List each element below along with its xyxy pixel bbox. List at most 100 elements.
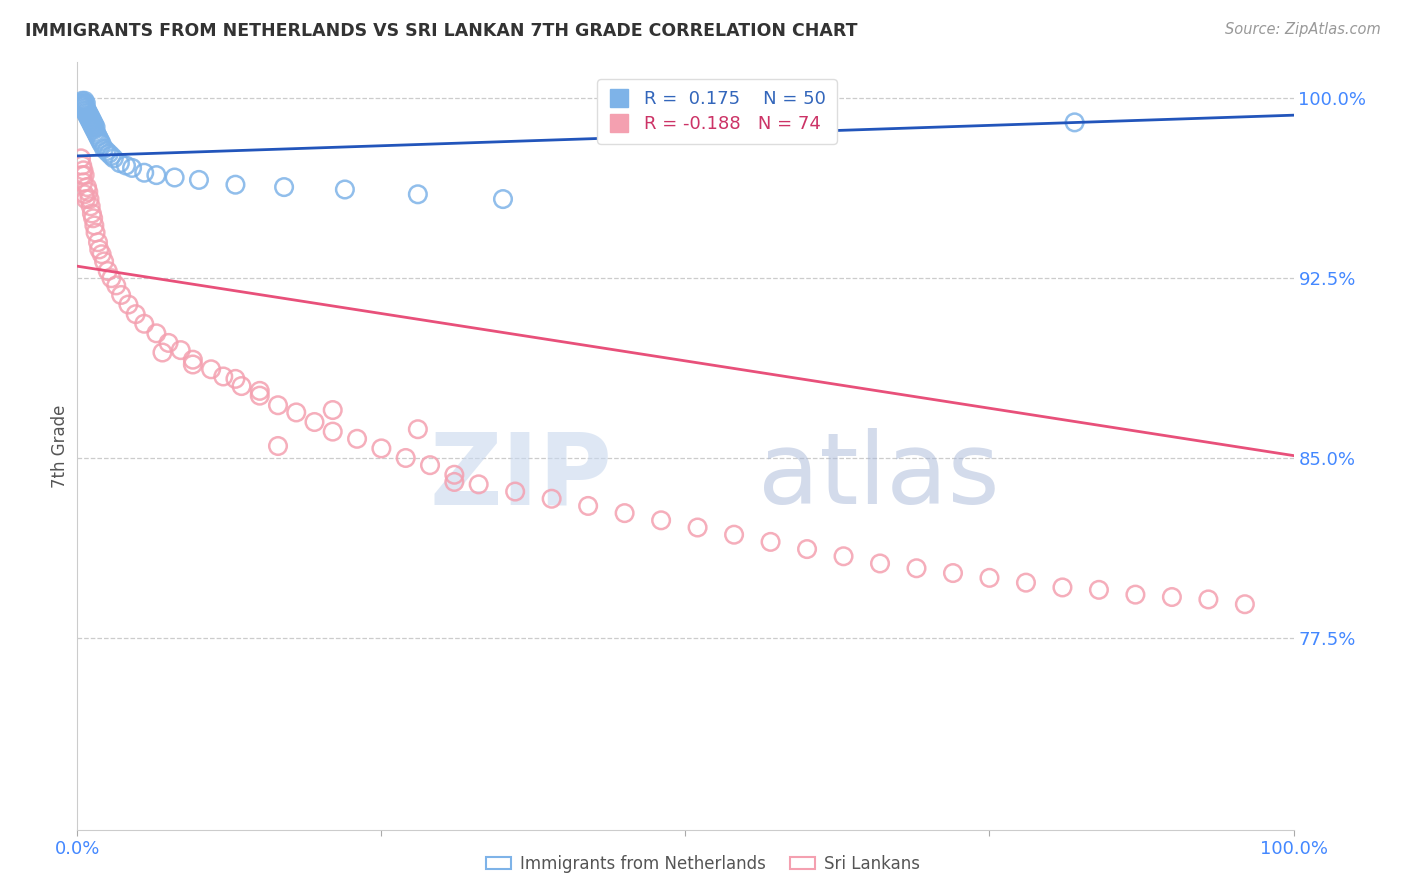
Point xyxy=(576,499,599,513)
Point xyxy=(80,112,103,127)
Point xyxy=(70,159,93,173)
Point xyxy=(80,111,103,125)
Point xyxy=(759,534,782,549)
Point xyxy=(83,118,105,132)
Point xyxy=(231,379,253,393)
Point xyxy=(905,561,928,575)
Point xyxy=(87,129,110,144)
Point xyxy=(419,458,441,472)
Point xyxy=(82,120,104,135)
Point xyxy=(832,549,855,564)
Point xyxy=(613,506,636,520)
Text: IMMIGRANTS FROM NETHERLANDS VS SRI LANKAN 7TH GRADE CORRELATION CHART: IMMIGRANTS FROM NETHERLANDS VS SRI LANKA… xyxy=(25,22,858,40)
Point xyxy=(723,527,745,541)
Point xyxy=(322,425,344,439)
Point xyxy=(90,136,112,151)
Point xyxy=(370,442,392,456)
Point xyxy=(73,187,96,202)
Point xyxy=(1063,115,1085,129)
Point xyxy=(79,192,101,206)
Point xyxy=(249,389,271,403)
Point xyxy=(267,439,290,453)
Point xyxy=(90,247,112,261)
Point xyxy=(503,484,526,499)
Point xyxy=(333,182,356,196)
Y-axis label: 7th Grade: 7th Grade xyxy=(51,404,69,488)
Point xyxy=(406,422,429,436)
Point xyxy=(121,161,143,175)
Point xyxy=(75,105,97,120)
Point xyxy=(267,398,290,412)
Point xyxy=(304,415,326,429)
Point xyxy=(170,343,193,357)
Point xyxy=(181,352,204,367)
Point xyxy=(249,384,271,398)
Point xyxy=(540,491,562,506)
Point xyxy=(89,243,111,257)
Point xyxy=(76,180,98,194)
Point xyxy=(86,128,108,142)
Point xyxy=(979,571,1001,585)
Point xyxy=(79,108,101,122)
Point xyxy=(212,369,235,384)
Point xyxy=(796,542,818,557)
Point xyxy=(80,118,103,132)
Point xyxy=(93,254,115,268)
Point xyxy=(1125,588,1147,602)
Point xyxy=(1052,581,1074,595)
Text: Source: ZipAtlas.com: Source: ZipAtlas.com xyxy=(1225,22,1381,37)
Point xyxy=(200,362,222,376)
Point xyxy=(115,159,138,173)
Point xyxy=(869,557,891,571)
Point xyxy=(72,163,94,178)
Point xyxy=(84,226,107,240)
Point xyxy=(89,132,111,146)
Point xyxy=(73,103,96,118)
Point xyxy=(224,372,246,386)
Point xyxy=(942,566,965,580)
Text: atlas: atlas xyxy=(758,428,1000,525)
Point xyxy=(134,166,156,180)
Point xyxy=(1088,582,1111,597)
Point xyxy=(77,105,100,120)
Point xyxy=(70,151,93,165)
Point xyxy=(157,335,180,350)
Point xyxy=(73,98,96,112)
Point xyxy=(322,403,344,417)
Point xyxy=(103,151,125,165)
Point xyxy=(110,288,132,302)
Point xyxy=(97,146,120,161)
Point xyxy=(77,185,100,199)
Point xyxy=(97,264,120,278)
Point xyxy=(77,111,100,125)
Point xyxy=(73,168,96,182)
Point xyxy=(70,98,93,112)
Point xyxy=(70,96,93,111)
Point xyxy=(273,180,295,194)
Point xyxy=(93,142,115,156)
Point xyxy=(1197,592,1219,607)
Point xyxy=(75,96,97,111)
Point xyxy=(80,206,103,220)
Point xyxy=(82,211,104,226)
Point xyxy=(117,297,139,311)
Point xyxy=(406,187,429,202)
Point xyxy=(346,432,368,446)
Point xyxy=(285,405,308,419)
Point xyxy=(105,278,128,293)
Point xyxy=(100,271,122,285)
Point xyxy=(89,135,111,149)
Point xyxy=(395,450,418,465)
Legend: Immigrants from Netherlands, Sri Lankans: Immigrants from Netherlands, Sri Lankans xyxy=(479,848,927,880)
Point xyxy=(83,122,105,136)
Point xyxy=(152,345,174,359)
Point xyxy=(224,178,246,192)
Point xyxy=(134,317,156,331)
Point xyxy=(145,168,167,182)
Point xyxy=(73,94,96,108)
Point xyxy=(181,358,204,372)
Point xyxy=(72,96,94,111)
Point xyxy=(443,467,465,482)
Point xyxy=(82,115,104,129)
Point xyxy=(83,219,105,233)
